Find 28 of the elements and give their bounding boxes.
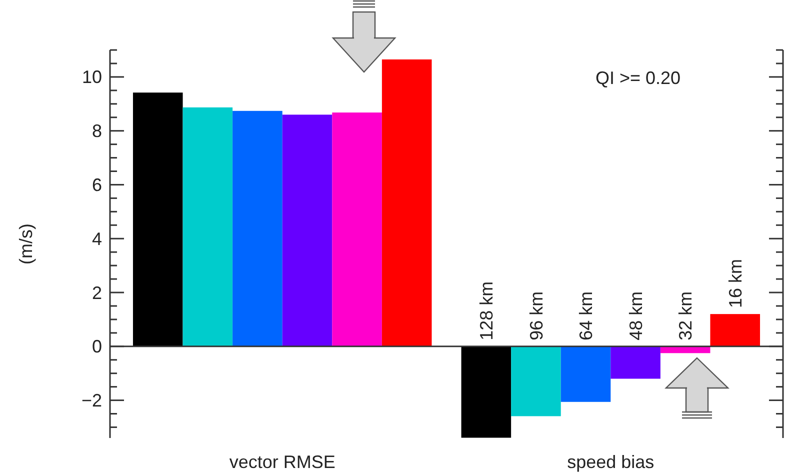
bar [610, 346, 660, 379]
x-tick-label: vector RMSE [229, 452, 336, 472]
y-tick-label: 6 [92, 175, 102, 196]
bar [282, 114, 332, 346]
bar [710, 314, 760, 346]
bar [461, 346, 512, 438]
text: 32 km [676, 291, 696, 340]
bar [560, 346, 611, 402]
bar [182, 107, 233, 346]
bar [511, 346, 561, 416]
bar [232, 110, 282, 346]
y-tick-label: 8 [92, 121, 102, 142]
bar [332, 112, 382, 346]
y-tick-label: 0 [92, 336, 102, 357]
text: 96 km [526, 291, 546, 340]
y-tick-label: 4 [92, 228, 102, 249]
text: 64 km [576, 291, 596, 340]
y-tick-label: 2 [92, 282, 102, 303]
bar [132, 92, 183, 346]
text: 48 km [626, 291, 646, 340]
text: 16 km [725, 259, 746, 308]
text: 128 km [476, 281, 496, 340]
y-tick-label: 10 [82, 67, 102, 88]
bar [382, 59, 432, 346]
y-axis-title: (m/s) [16, 224, 36, 264]
annotation: QI >= 0.20 [595, 68, 681, 88]
x-tick-label: speed bias [567, 452, 654, 472]
y-tick-label: −2 [81, 390, 102, 411]
